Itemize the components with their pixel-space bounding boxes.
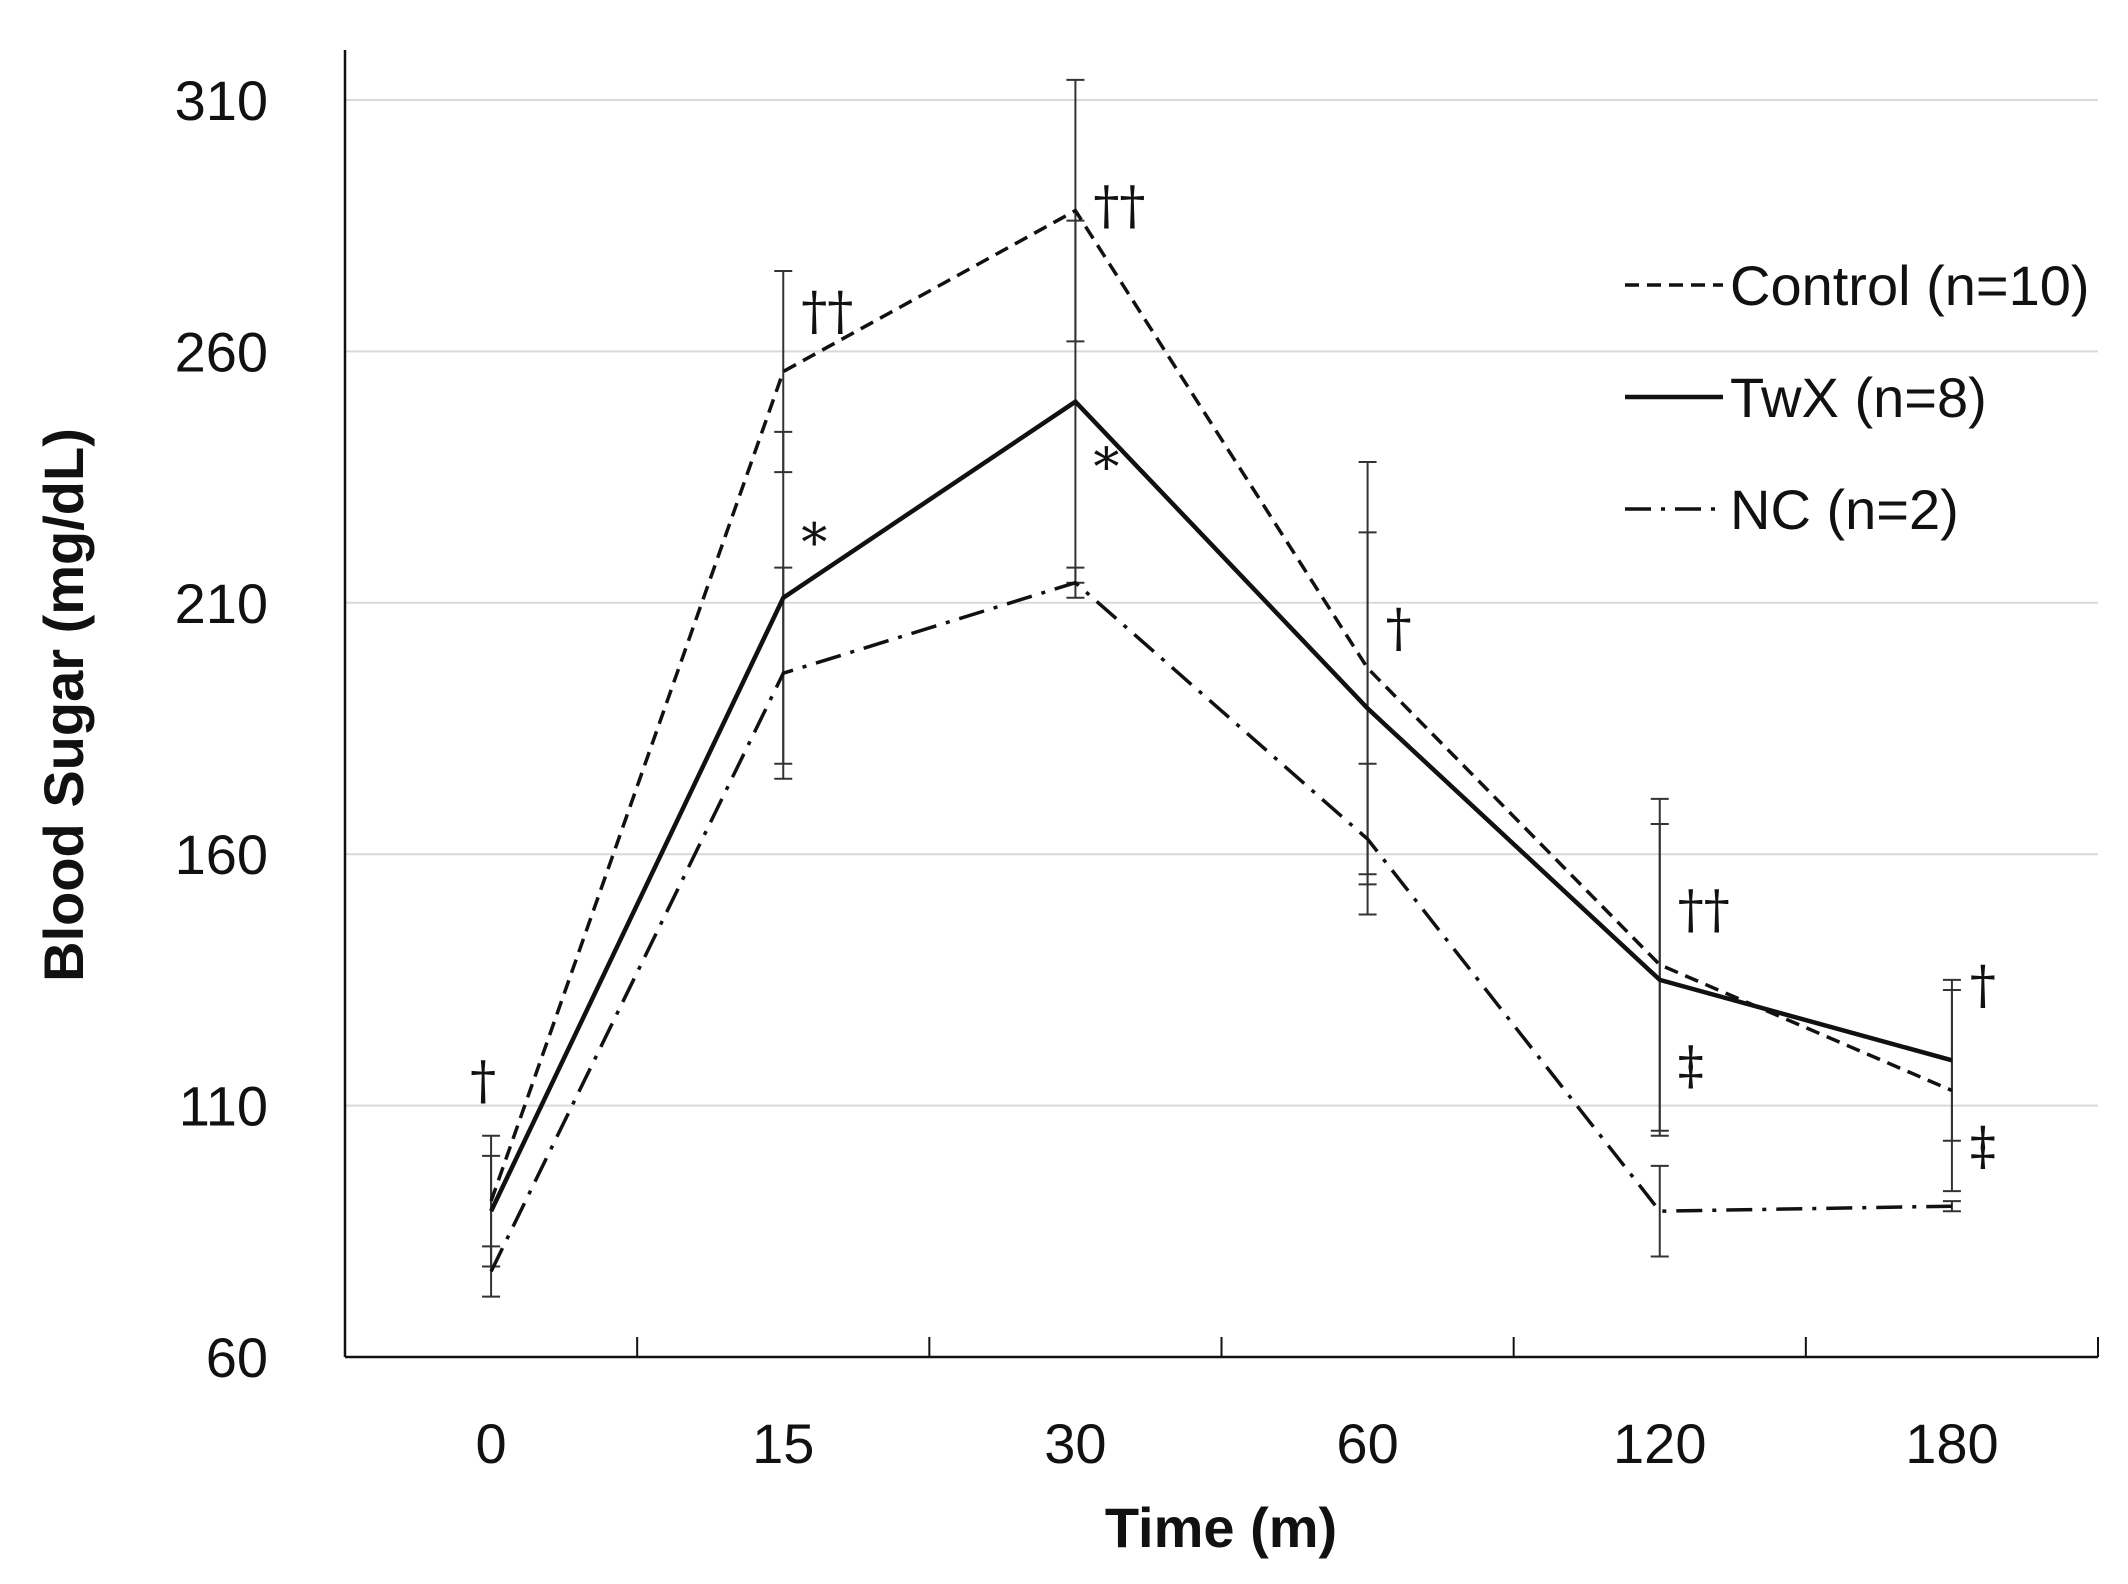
y-tick-label: 60: [206, 1326, 268, 1389]
significance-marker: *: [801, 513, 827, 573]
x-tick-label: 30: [1044, 1412, 1106, 1475]
x-tick-label: 180: [1905, 1412, 1998, 1475]
series-line: [489, 398, 1953, 1213]
y-tick-label: 210: [175, 572, 268, 635]
significance-marker: †: [470, 1051, 496, 1111]
significance-marker: †: [1970, 956, 1996, 1016]
significance-marker: ‡: [1678, 1036, 1704, 1096]
gridlines: [345, 99, 2098, 1107]
y-axis-ticks: 60 110 160 210 260 310: [175, 69, 268, 1389]
x-tick-label: 15: [752, 1412, 814, 1475]
axes: [343, 50, 2098, 1359]
significance-marker: ††: [801, 282, 853, 342]
legend-label: NC (n=2): [1730, 478, 1959, 541]
x-axis-ticks: 0 15 30 60 120 180: [476, 1337, 2099, 1475]
legend-label: TwX (n=8): [1730, 366, 1987, 429]
legend-label: Control (n=10): [1730, 254, 2090, 317]
x-tick-label: 60: [1336, 1412, 1398, 1475]
x-tick-label: 0: [476, 1412, 507, 1475]
x-tick-label: 120: [1613, 1412, 1706, 1475]
significance-marker: *: [1093, 438, 1119, 498]
series-lines: [489, 208, 1953, 1273]
y-tick-label: 110: [179, 1075, 268, 1138]
legend: Control (n=10) TwX (n=8) NC (n=2): [1625, 254, 2090, 541]
significance-marker: †: [1386, 599, 1412, 659]
series-line: [489, 580, 1952, 1273]
significance-marker: ††: [1678, 881, 1730, 941]
x-axis-title: Time (m): [1105, 1496, 1337, 1559]
significance-annotations: †††*††*†††‡†‡: [470, 177, 1996, 1177]
series-line: [489, 208, 1953, 1202]
y-axis-title: Blood Sugar (mg/dL): [32, 428, 95, 982]
y-tick-label: 260: [175, 320, 268, 383]
y-tick-label: 310: [175, 69, 268, 132]
significance-marker: ††: [1093, 177, 1145, 237]
significance-marker: ‡: [1970, 1117, 1996, 1177]
y-tick-label: 160: [175, 823, 268, 886]
